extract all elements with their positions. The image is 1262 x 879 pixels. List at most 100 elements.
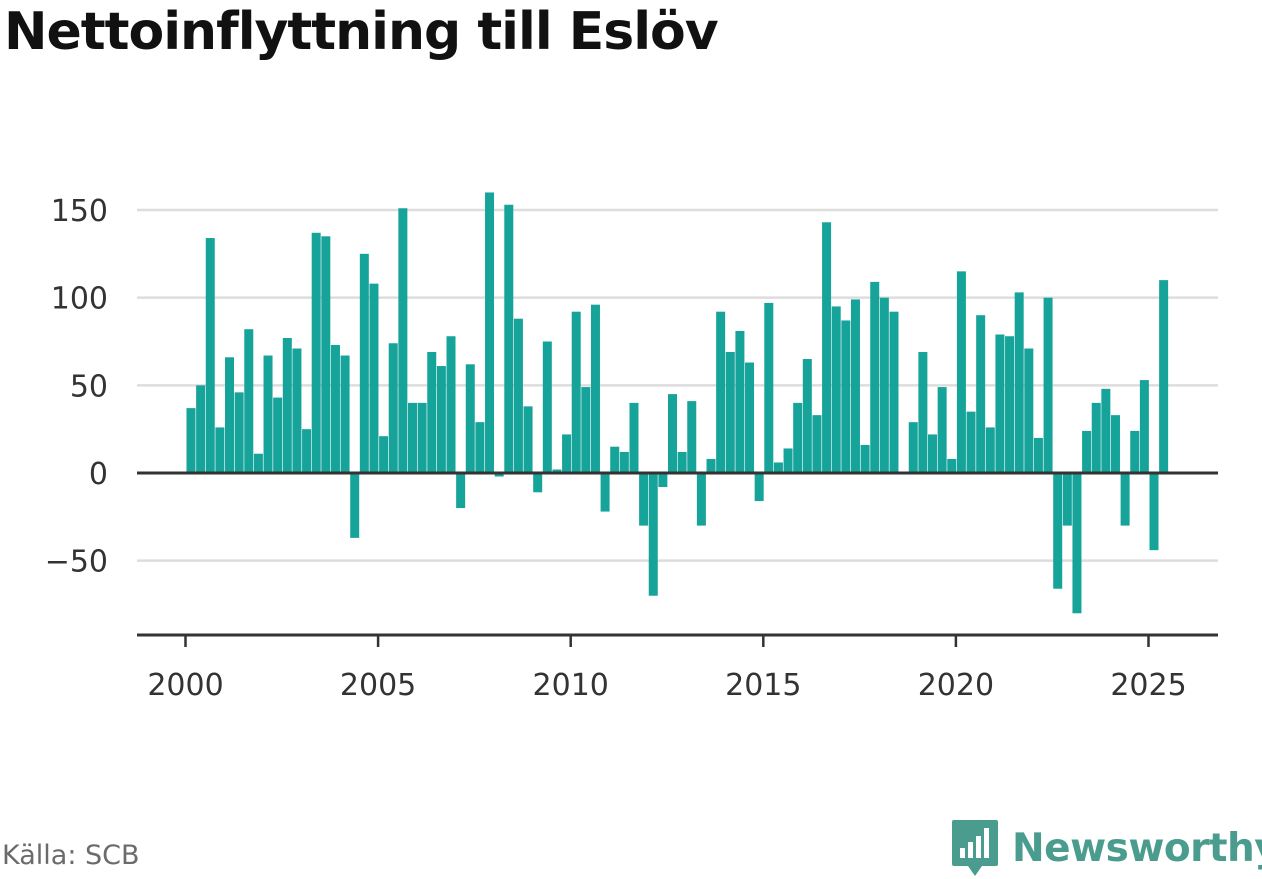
bar — [388, 343, 398, 473]
bar — [321, 236, 331, 473]
y-tick-labels: 150 100 50 0 −50 — [45, 194, 108, 580]
bar — [822, 222, 832, 473]
bar — [889, 311, 899, 473]
bar — [918, 352, 928, 473]
y-tick-label: −50 — [45, 545, 108, 580]
bar — [1053, 473, 1063, 589]
bar — [1062, 473, 1072, 526]
bar — [330, 345, 340, 473]
bar — [542, 341, 552, 473]
x-tick-label: 2020 — [918, 668, 994, 703]
bar — [571, 311, 581, 473]
bar — [1110, 415, 1120, 473]
bar — [802, 359, 812, 473]
bar — [427, 352, 437, 473]
bar — [677, 451, 687, 473]
bar — [475, 422, 485, 473]
bar — [1072, 473, 1082, 614]
bar — [1014, 292, 1024, 473]
bar — [995, 334, 1005, 473]
bar — [436, 366, 446, 473]
bar — [446, 336, 456, 473]
bar — [870, 281, 880, 473]
bars — [186, 192, 1169, 614]
bar — [244, 329, 254, 473]
bar — [590, 304, 600, 473]
bar — [793, 402, 803, 473]
bar — [225, 357, 235, 473]
bar — [273, 397, 283, 473]
bar — [928, 434, 938, 473]
y-tick-label: 0 — [89, 457, 108, 492]
bar — [812, 415, 822, 473]
bar — [1024, 348, 1034, 473]
newsworthy-logo-icon — [952, 820, 998, 876]
bar — [879, 297, 889, 473]
x-tick-label: 2015 — [725, 668, 801, 703]
bar — [725, 352, 735, 473]
bar — [465, 364, 475, 473]
bar — [1005, 336, 1015, 473]
bar — [764, 302, 774, 473]
bar — [754, 473, 764, 502]
source-note: Källa: SCB — [2, 840, 140, 871]
bar — [186, 408, 196, 473]
bar — [1082, 430, 1092, 473]
bar — [947, 458, 957, 473]
bar — [552, 469, 562, 473]
bar — [369, 283, 379, 473]
bar — [533, 473, 543, 493]
bar — [908, 422, 918, 473]
x-tick-label: 2025 — [1110, 668, 1186, 703]
bar — [263, 355, 273, 473]
bar — [976, 315, 986, 473]
bar — [831, 306, 841, 473]
x-tick-label: 2010 — [533, 668, 609, 703]
bar — [311, 232, 321, 473]
bar — [658, 473, 668, 488]
bar — [350, 473, 360, 538]
bar — [205, 238, 215, 473]
bar — [340, 355, 350, 473]
bar — [985, 427, 995, 473]
bar — [745, 362, 755, 473]
bar — [966, 411, 976, 473]
bar — [696, 473, 706, 526]
bar — [841, 320, 851, 473]
bar — [504, 204, 514, 474]
bar — [379, 436, 389, 473]
bar — [1091, 402, 1101, 473]
x-tick-labels: 2000 2005 2010 2015 2020 2025 — [147, 668, 1186, 703]
bar — [513, 318, 523, 473]
bar — [716, 311, 726, 473]
bar — [619, 451, 629, 473]
bar — [773, 462, 783, 473]
y-tick-label: 150 — [51, 194, 108, 229]
bar — [456, 473, 466, 509]
bar — [234, 392, 244, 473]
bar — [494, 473, 504, 477]
bar — [417, 402, 427, 473]
y-tick-label: 100 — [51, 282, 108, 317]
bar — [629, 402, 639, 473]
bar — [485, 192, 495, 473]
bar — [1101, 388, 1111, 473]
bar — [359, 253, 369, 473]
bar — [668, 394, 677, 473]
y-tick-label: 50 — [70, 369, 108, 404]
bar — [783, 448, 793, 473]
newsworthy-logo: Newsworthy — [950, 818, 1262, 878]
bar — [1130, 430, 1140, 473]
bar — [398, 208, 408, 473]
bar — [639, 473, 649, 526]
axes — [137, 471, 1218, 647]
x-tick-label: 2005 — [340, 668, 416, 703]
bar — [1043, 297, 1053, 473]
bar — [282, 337, 292, 473]
chart-title: Nettoinflyttning till Eslöv — [4, 2, 719, 62]
bar — [523, 406, 533, 473]
bar — [706, 458, 716, 473]
bar — [610, 446, 620, 473]
bar — [302, 429, 312, 473]
